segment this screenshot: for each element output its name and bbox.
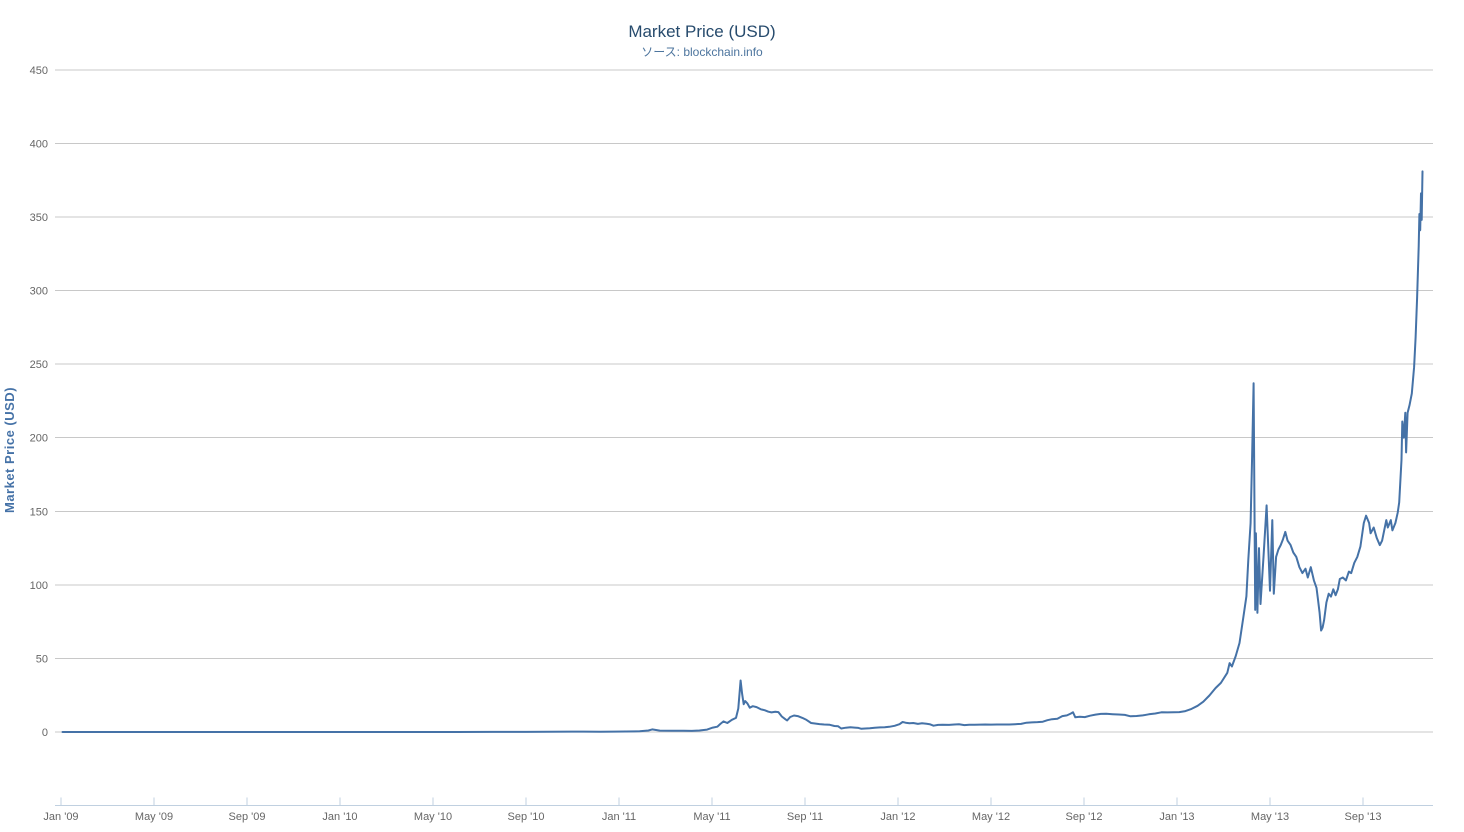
y-tick-label: 200 — [30, 433, 48, 445]
x-tick-label: May '12 — [972, 811, 1010, 823]
y-tick-label: 400 — [30, 138, 48, 150]
chart-subtitle: ソース: blockchain.info — [641, 45, 763, 59]
y-axis-title: Market Price (USD) — [2, 387, 17, 513]
x-tick-label: Jan '10 — [322, 811, 357, 823]
x-tick-label: Jan '11 — [602, 811, 636, 823]
y-tick-label: 350 — [30, 212, 48, 224]
x-tick-label: Sep '11 — [787, 811, 823, 823]
plot-generated-content: 0 50 100 150 200 250 300 350 400 450 Jan '09 May '0… — [30, 65, 1433, 823]
x-tick-label: Jan '12 — [880, 811, 915, 823]
y-tick-label: 0 — [42, 727, 48, 739]
x-tick-label: May '09 — [135, 811, 173, 823]
chart-title: Market Price (USD) — [628, 22, 776, 41]
x-tick-label: Jan '13 — [1159, 811, 1194, 823]
x-tick-label: Jan '09 — [43, 811, 78, 823]
x-tick-label: May '13 — [1251, 811, 1289, 823]
y-tick-label: 50 — [36, 653, 48, 665]
y-tick-label: 100 — [30, 580, 48, 592]
x-tick-label: Sep '09 — [229, 811, 266, 823]
y-tick-label: 150 — [30, 506, 48, 518]
x-tick-label: Sep '12 — [1066, 811, 1103, 823]
y-tick-label: 450 — [30, 65, 48, 77]
series-line — [61, 170, 1424, 733]
x-tick-label: May '10 — [414, 811, 452, 823]
x-tick-label: May '11 — [693, 811, 730, 823]
y-tick-label: 250 — [30, 359, 48, 371]
x-tick-label: Sep '13 — [1345, 811, 1382, 823]
x-tick-label: Sep '10 — [508, 811, 545, 823]
y-tick-label: 300 — [30, 286, 48, 298]
